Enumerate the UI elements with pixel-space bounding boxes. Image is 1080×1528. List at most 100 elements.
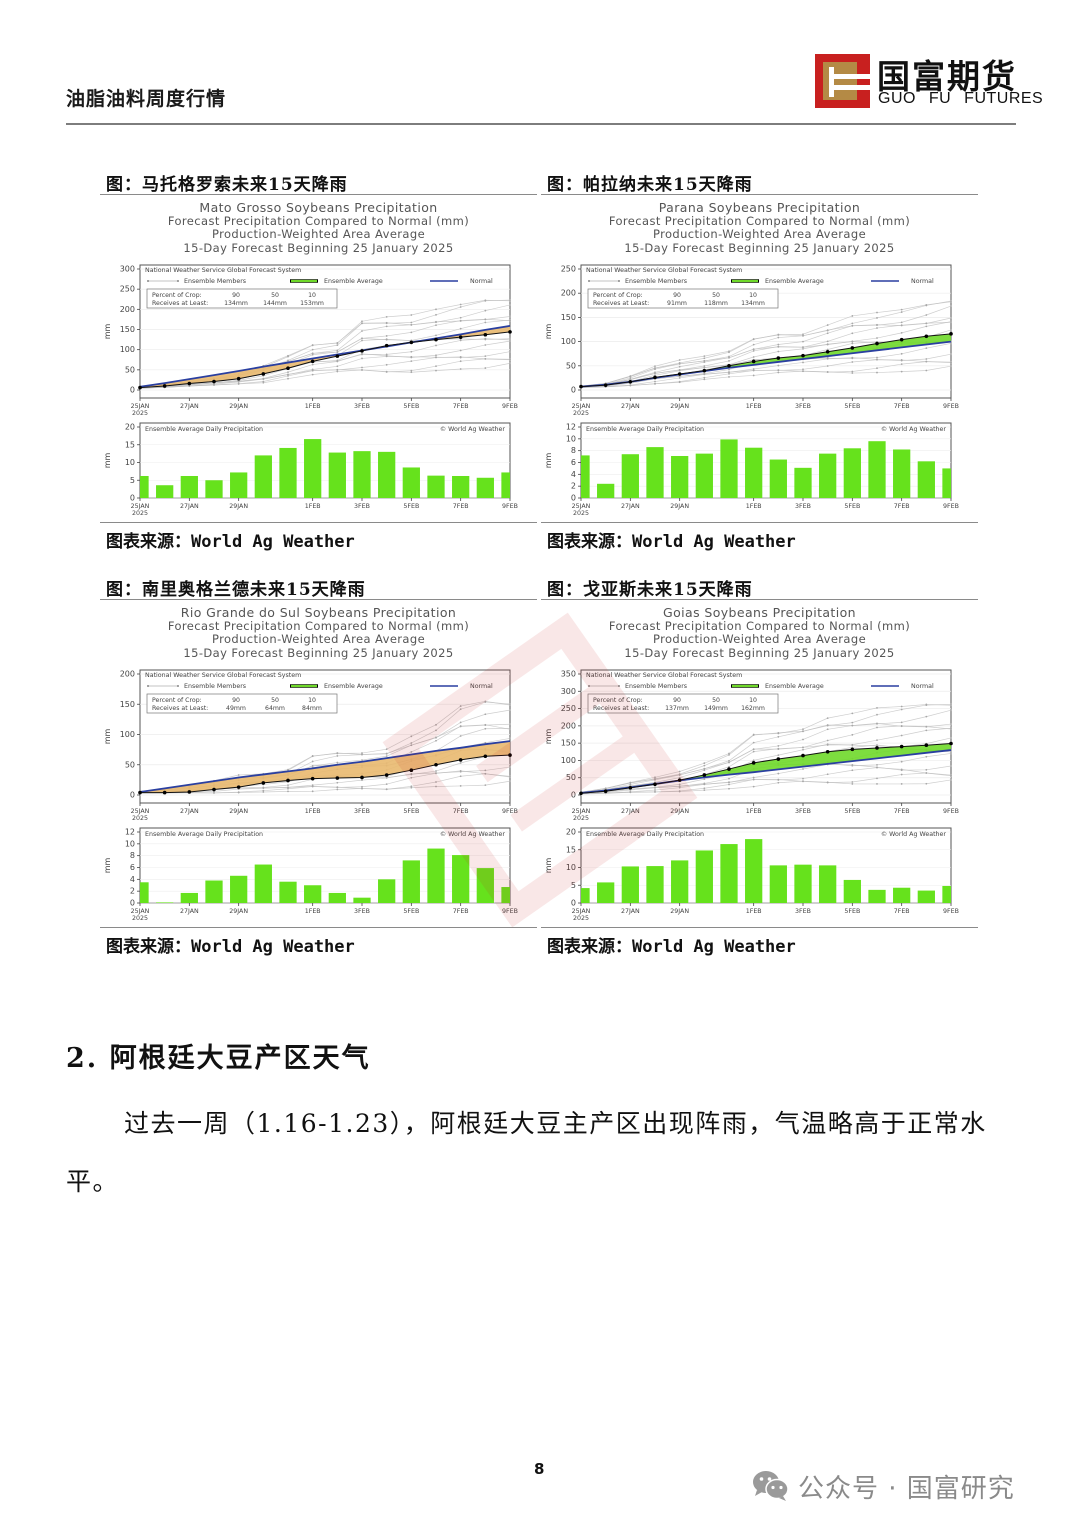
svg-text:27JAN: 27JAN bbox=[621, 908, 640, 915]
svg-text:6: 6 bbox=[571, 458, 576, 467]
svg-text:134mm: 134mm bbox=[224, 300, 248, 307]
svg-text:Ensemble Average Daily Precipi: Ensemble Average Daily Precipitation bbox=[586, 831, 704, 838]
caption-rule bbox=[541, 599, 978, 600]
svg-text:50: 50 bbox=[566, 361, 576, 370]
svg-text:12: 12 bbox=[125, 828, 135, 837]
svg-text:2: 2 bbox=[571, 482, 576, 491]
svg-text:27JAN: 27JAN bbox=[180, 403, 199, 410]
cumulative-precip-chart: 0 50 100 150 200 250 mm National Weather Servic… bbox=[544, 264, 959, 417]
chart-source: 图表来源：World Ag Weather bbox=[106, 937, 355, 957]
svg-text:150: 150 bbox=[120, 325, 135, 334]
svg-text:0: 0 bbox=[571, 899, 576, 908]
wechat-account-text: 公众号 · 国富研究 bbox=[798, 1473, 1015, 1504]
svg-text:5FEB: 5FEB bbox=[403, 908, 419, 915]
svg-text:250: 250 bbox=[120, 285, 135, 294]
source-rule bbox=[541, 927, 978, 928]
svg-text:29JAN: 29JAN bbox=[670, 908, 689, 915]
svg-text:© World Ag Weather: © World Ag Weather bbox=[440, 830, 506, 838]
svg-text:200: 200 bbox=[561, 721, 576, 730]
svg-text:3FEB: 3FEB bbox=[795, 403, 811, 410]
svg-text:3FEB: 3FEB bbox=[354, 403, 370, 410]
svg-text:2025: 2025 bbox=[573, 410, 589, 417]
svg-text:9FEB: 9FEB bbox=[943, 503, 959, 510]
svg-text:90: 90 bbox=[673, 292, 681, 299]
svg-text:mm: mm bbox=[544, 324, 553, 340]
svg-text:100: 100 bbox=[561, 337, 576, 346]
svg-text:10: 10 bbox=[566, 863, 576, 872]
section-heading: 2. 阿根廷大豆产区天气 bbox=[66, 1043, 371, 1074]
svg-text:1FEB: 1FEB bbox=[305, 908, 321, 915]
svg-text:Ensemble Members: Ensemble Members bbox=[625, 683, 687, 690]
chart-source: 图表来源：World Ag Weather bbox=[106, 532, 355, 552]
svg-text:150: 150 bbox=[120, 700, 135, 709]
svg-text:5FEB: 5FEB bbox=[844, 403, 860, 410]
svg-text:Ensemble Members: Ensemble Members bbox=[625, 278, 687, 285]
svg-text:5: 5 bbox=[130, 476, 135, 485]
svg-text:9FEB: 9FEB bbox=[943, 908, 959, 915]
svg-text:27JAN: 27JAN bbox=[621, 403, 640, 410]
daily-precip-bar-chart: 0 2 4 6 8 10 12 mm Ensemble Average Daily Precip… bbox=[103, 827, 518, 922]
svg-text:12: 12 bbox=[566, 423, 576, 432]
svg-text:© World Ag Weather: © World Ag Weather bbox=[881, 425, 947, 433]
svg-text:5: 5 bbox=[571, 881, 576, 890]
svg-text:Ensemble Average Daily Precipi: Ensemble Average Daily Precipitation bbox=[145, 831, 263, 838]
svg-text:7FEB: 7FEB bbox=[453, 908, 469, 915]
daily-precip-bar-chart: 0 2 4 6 8 10 12 mm Ensemble Average Daily Precip… bbox=[544, 422, 959, 517]
svg-text:20: 20 bbox=[125, 423, 135, 432]
svg-text:1FEB: 1FEB bbox=[305, 403, 321, 410]
wechat-account-label[interactable]: 公众号 · 国富研究 bbox=[752, 1466, 1015, 1506]
svg-text:29JAN: 29JAN bbox=[229, 503, 248, 510]
svg-text:8: 8 bbox=[571, 446, 576, 455]
svg-text:50: 50 bbox=[271, 292, 279, 299]
svg-text:150: 150 bbox=[561, 739, 576, 748]
svg-text:8: 8 bbox=[130, 851, 135, 860]
svg-text:9FEB: 9FEB bbox=[502, 503, 518, 510]
svg-text:84mm: 84mm bbox=[302, 705, 322, 712]
svg-text:29JAN: 29JAN bbox=[229, 403, 248, 410]
figure-caption: 图：马托格罗索未来15天降雨 bbox=[106, 175, 348, 195]
svg-text:49mm: 49mm bbox=[226, 705, 246, 712]
svg-text:Receives at Least:: Receives at Least: bbox=[152, 300, 208, 307]
svg-text:mm: mm bbox=[103, 729, 112, 745]
svg-text:300: 300 bbox=[120, 265, 135, 274]
svg-text:25JAN: 25JAN bbox=[572, 808, 591, 815]
svg-text:Ensemble Members: Ensemble Members bbox=[184, 683, 246, 690]
svg-text:10: 10 bbox=[749, 697, 757, 704]
svg-text:7FEB: 7FEB bbox=[894, 808, 910, 815]
svg-text:2025: 2025 bbox=[132, 815, 148, 822]
svg-text:15: 15 bbox=[566, 845, 576, 854]
svg-text:3FEB: 3FEB bbox=[795, 908, 811, 915]
svg-text:29JAN: 29JAN bbox=[670, 808, 689, 815]
svg-text:25JAN: 25JAN bbox=[131, 808, 150, 815]
svg-text:29JAN: 29JAN bbox=[670, 403, 689, 410]
cumulative-precip-chart: 0 50 100 150 200 250 300 350 mm National Weather … bbox=[544, 669, 959, 822]
svg-text:27JAN: 27JAN bbox=[621, 808, 640, 815]
svg-text:© World Ag Weather: © World Ag Weather bbox=[881, 830, 947, 838]
svg-text:9FEB: 9FEB bbox=[502, 908, 518, 915]
svg-text:Percent of Crop:: Percent of Crop: bbox=[593, 697, 643, 704]
svg-text:2025: 2025 bbox=[573, 510, 589, 517]
svg-text:9FEB: 9FEB bbox=[502, 403, 518, 410]
svg-text:Normal: Normal bbox=[470, 683, 493, 690]
svg-text:2025: 2025 bbox=[573, 915, 589, 922]
svg-text:5FEB: 5FEB bbox=[844, 908, 860, 915]
svg-text:64mm: 64mm bbox=[265, 705, 285, 712]
svg-text:4: 4 bbox=[571, 470, 576, 479]
figure-caption: 图：南里奥格兰德未来15天降雨 bbox=[106, 580, 366, 600]
svg-text:1FEB: 1FEB bbox=[746, 403, 762, 410]
svg-text:27JAN: 27JAN bbox=[621, 503, 640, 510]
svg-text:29JAN: 29JAN bbox=[229, 908, 248, 915]
logo-chinese-name: 国富期货 bbox=[877, 57, 1017, 96]
svg-text:50: 50 bbox=[566, 773, 576, 782]
svg-text:162mm: 162mm bbox=[741, 705, 765, 712]
svg-text:1FEB: 1FEB bbox=[746, 808, 762, 815]
svg-text:10: 10 bbox=[308, 292, 316, 299]
daily-precip-bar-chart: 0 5 10 15 20 mm Ensemble Average Daily Precipi… bbox=[544, 827, 959, 922]
svg-text:4: 4 bbox=[130, 875, 135, 884]
svg-text:3FEB: 3FEB bbox=[354, 503, 370, 510]
svg-text:Normal: Normal bbox=[911, 278, 934, 285]
cumulative-precip-chart: 0 50 100 150 200 mm National Weather Service G… bbox=[103, 669, 518, 822]
svg-text:250: 250 bbox=[561, 265, 576, 274]
caption-rule bbox=[100, 599, 537, 600]
svg-text:0: 0 bbox=[130, 791, 135, 800]
